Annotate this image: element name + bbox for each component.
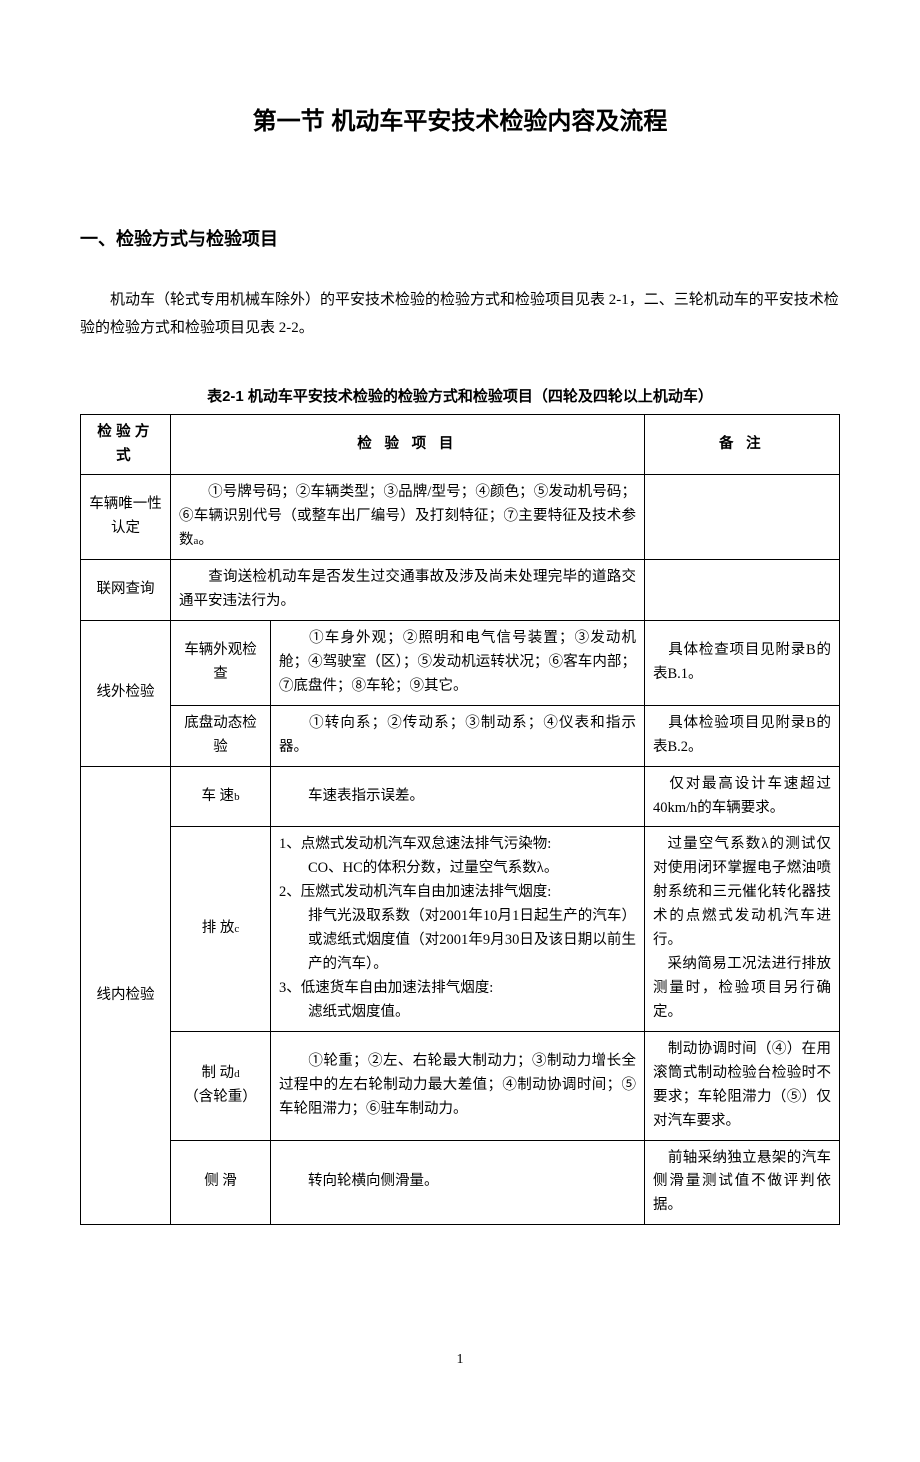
- cell-content: 车速表指示误差。: [271, 766, 645, 827]
- cell-content: ①转向系；②传动系；③制动系；④仪表和指示器。: [271, 705, 645, 766]
- cell-subitem: 侧 滑: [171, 1140, 271, 1225]
- cell-text: 仅对最高设计车速超过40km/h的车辆要求。: [653, 776, 831, 816]
- cell-text: 转向轮横向侧滑量。: [308, 1173, 439, 1189]
- cell-text: 排气光汲取系数（对2001年10月1日起生产的汽车）或滤纸式烟度值（对2001年…: [308, 908, 636, 972]
- inspection-table: 检验方式 检 验 项 目 备 注 车辆唯一性认定 ①号牌号码；②车辆类型；③品牌…: [80, 414, 840, 1226]
- footnote-mark: c: [234, 923, 239, 935]
- footnote-mark: d: [234, 1068, 240, 1080]
- cell-text: 。: [198, 532, 213, 548]
- cell-subitem: 车辆外观检查: [171, 621, 271, 706]
- cell-text: 前轴采纳独立悬架的汽车侧滑量测试值不做评判依据。: [653, 1150, 831, 1214]
- note-para: 过量空气系数λ的测试仅对使用闭环掌握电子燃油喷射系统和三元催化转化器技术的点燃式…: [653, 833, 831, 953]
- content-line: CO、HC的体积分数，过量空气系数λ。: [279, 857, 636, 881]
- header-method: 检验方式: [81, 414, 171, 475]
- cell-method: 车辆唯一性认定: [81, 475, 171, 560]
- cell-method: 线外检验: [81, 621, 171, 767]
- cell-method: 线内检验: [81, 766, 171, 1225]
- cell-content: 查询送检机动车是否发生过交通事故及涉及尚未处理完毕的道路交通平安违法行为。: [171, 560, 645, 621]
- cell-subitem: 车 速b: [171, 766, 271, 827]
- content-line: 1、点燃式发动机汽车双怠速法排气污染物:: [279, 833, 636, 857]
- cell-content: ①车身外观；②照明和电气信号装置；③发动机舱；④驾驶室（区）；⑤发动机运转状况；…: [271, 621, 645, 706]
- cell-subitem: 排 放c: [171, 827, 271, 1031]
- table-row: 线内检验 车 速b 车速表指示误差。 仅对最高设计车速超过40km/h的车辆要求…: [81, 766, 840, 827]
- table-row: 车辆唯一性认定 ①号牌号码；②车辆类型；③品牌/型号；④颜色；⑤发动机号码；⑥车…: [81, 475, 840, 560]
- cell-note: [645, 560, 840, 621]
- cell-text: 制动协调时间（④）在用滚筒式制动检验台检验时不要求；车轮阻滞力（⑤）仅对汽车要求…: [653, 1041, 831, 1129]
- footnote-mark: b: [234, 791, 240, 803]
- cell-text: ①号牌号码；②车辆类型；③品牌/型号；④颜色；⑤发动机号码；⑥车辆识别代号（或整…: [179, 484, 636, 548]
- table-caption: 表2-1 机动车平安技术检验的检验方式和检验项目（四轮及四轮以上机动车）: [80, 383, 840, 410]
- content-line: 3、低速货车自由加速法排气烟度:: [279, 977, 636, 1001]
- cell-text: 具体检查项目见附录B的表B.1。: [653, 642, 831, 682]
- note-para: 采纳简易工况法进行排放测量时，检验项目另行确定。: [653, 953, 831, 1025]
- cell-subitem: 制 动d （含轮重）: [171, 1031, 271, 1140]
- cell-note: 过量空气系数λ的测试仅对使用闭环掌握电子燃油喷射系统和三元催化转化器技术的点燃式…: [645, 827, 840, 1031]
- cell-text: 查询送检机动车是否发生过交通事故及涉及尚未处理完毕的道路交通平安违法行为。: [179, 569, 636, 609]
- cell-note: [645, 475, 840, 560]
- table-row: 排 放c 1、点燃式发动机汽车双怠速法排气污染物: CO、HC的体积分数，过量空…: [81, 827, 840, 1031]
- table-header-row: 检验方式 检 验 项 目 备 注: [81, 414, 840, 475]
- cell-text: ①转向系；②传动系；③制动系；④仪表和指示器。: [279, 715, 636, 755]
- table-row: 制 动d （含轮重） ①轮重；②左、右轮最大制动力；③制动力增长全过程中的左右轮…: [81, 1031, 840, 1140]
- cell-subitem: 底盘动态检验: [171, 705, 271, 766]
- cell-text: ①轮重；②左、右轮最大制动力；③制动力增长全过程中的左右轮制动力最大差值；④制动…: [279, 1053, 636, 1117]
- table-row: 线外检验 车辆外观检查 ①车身外观；②照明和电气信号装置；③发动机舱；④驾驶室（…: [81, 621, 840, 706]
- content-line: 滤纸式烟度值。: [279, 1001, 636, 1025]
- cell-note: 具体检验项目见附录B的表B.2。: [645, 705, 840, 766]
- cell-text: 车速表指示误差。: [308, 788, 424, 804]
- cell-text: 具体检验项目见附录B的表B.2。: [653, 715, 831, 755]
- content-line: 2、压燃式发动机汽车自由加速法排气烟度:: [279, 881, 636, 905]
- section-heading-1: 一、检验方式与检验项目: [80, 223, 840, 255]
- cell-content: 1、点燃式发动机汽车双怠速法排气污染物: CO、HC的体积分数，过量空气系数λ。…: [271, 827, 645, 1031]
- cell-note: 制动协调时间（④）在用滚筒式制动检验台检验时不要求；车轮阻滞力（⑤）仅对汽车要求…: [645, 1031, 840, 1140]
- cell-content: ①号牌号码；②车辆类型；③品牌/型号；④颜色；⑤发动机号码；⑥车辆识别代号（或整…: [171, 475, 645, 560]
- cell-note: 前轴采纳独立悬架的汽车侧滑量测试值不做评判依据。: [645, 1140, 840, 1225]
- cell-text: 制 动: [201, 1065, 234, 1081]
- cell-method: 联网查询: [81, 560, 171, 621]
- page-number: 1: [80, 1347, 840, 1372]
- table-row: 侧 滑 转向轮横向侧滑量。 前轴采纳独立悬架的汽车侧滑量测试值不做评判依据。: [81, 1140, 840, 1225]
- cell-text: ①车身外观；②照明和电气信号装置；③发动机舱；④驾驶室（区）；⑤发动机运转状况；…: [279, 630, 636, 694]
- cell-content: ①轮重；②左、右轮最大制动力；③制动力增长全过程中的左右轮制动力最大差值；④制动…: [271, 1031, 645, 1140]
- content-line: 排气光汲取系数（对2001年10月1日起生产的汽车）或滤纸式烟度值（对2001年…: [279, 905, 636, 977]
- cell-text: 车 速: [201, 788, 234, 804]
- cell-note: 具体检查项目见附录B的表B.1。: [645, 621, 840, 706]
- page-title: 第一节 机动车平安技术检验内容及流程: [80, 100, 840, 143]
- header-item: 检 验 项 目: [171, 414, 645, 475]
- table-row: 底盘动态检验 ①转向系；②传动系；③制动系；④仪表和指示器。 具体检验项目见附录…: [81, 705, 840, 766]
- intro-paragraph: 机动车（轮式专用机械车除外）的平安技术检验的检验方式和检验项目见表 2-1，二、…: [80, 286, 840, 343]
- cell-note: 仅对最高设计车速超过40km/h的车辆要求。: [645, 766, 840, 827]
- cell-text: 排 放: [202, 920, 235, 936]
- cell-text: （含轮重）: [179, 1086, 262, 1110]
- header-note: 备 注: [645, 414, 840, 475]
- cell-content: 转向轮横向侧滑量。: [271, 1140, 645, 1225]
- table-row: 联网查询 查询送检机动车是否发生过交通事故及涉及尚未处理完毕的道路交通平安违法行…: [81, 560, 840, 621]
